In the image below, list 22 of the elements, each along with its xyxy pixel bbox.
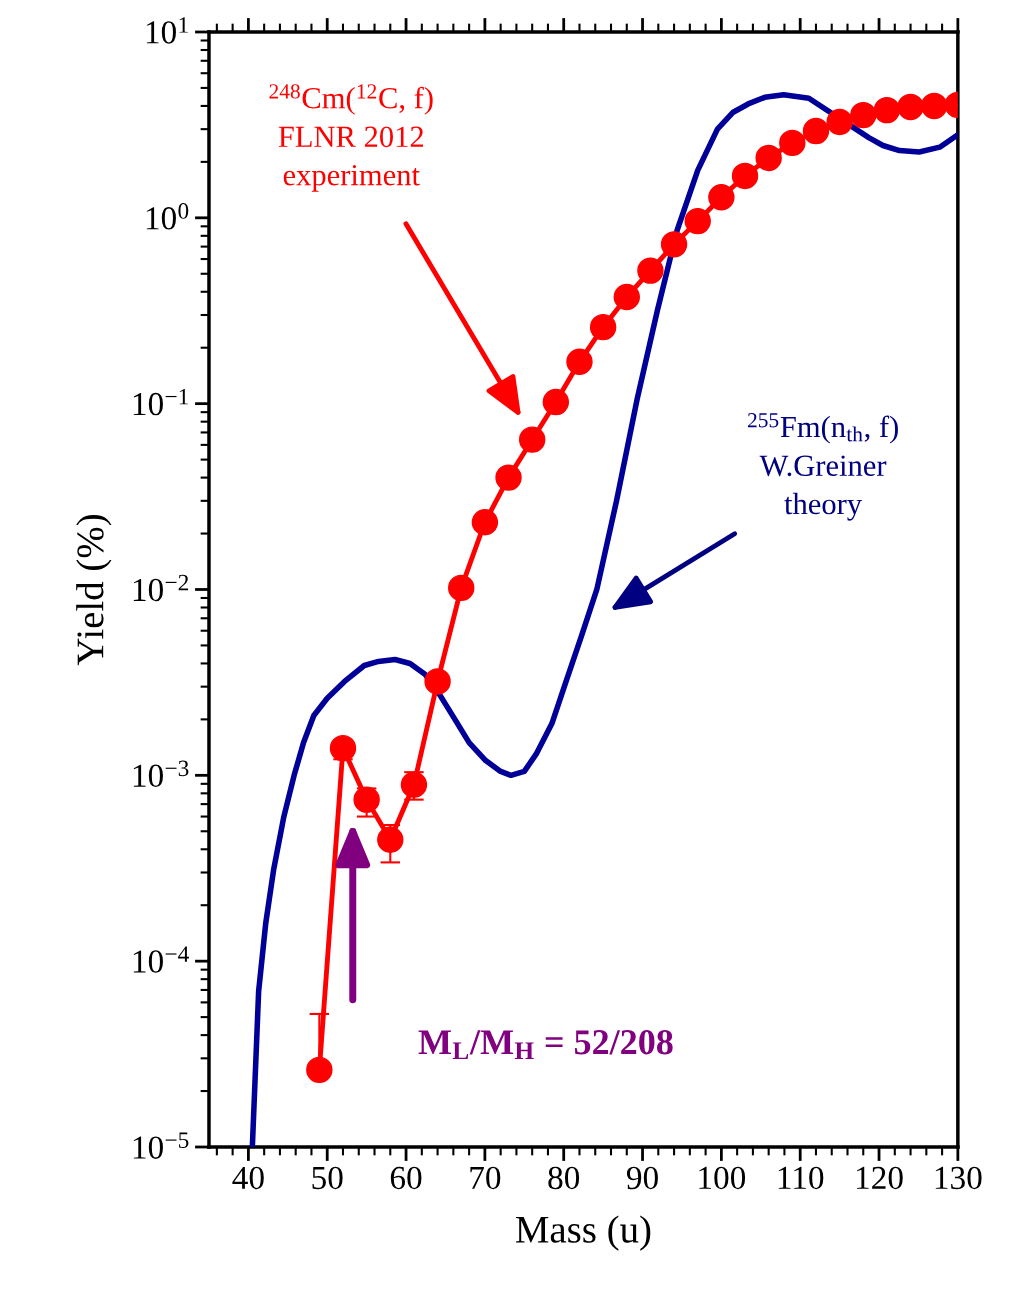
x-tick-label: 100 — [699, 1166, 746, 1190]
x-tick-label: 120 — [856, 1166, 903, 1190]
y-tick-label: 10$^{−1}$ — [133, 388, 188, 416]
x-tick-label: 80 — [548, 1166, 580, 1190]
annotation: M$_{L}$/M$_{H}$ = 52/208 — [418, 1030, 673, 1059]
x-tick-label: 90 — [626, 1166, 658, 1190]
y-axis-title: Yield (%) — [76, 515, 112, 666]
y-tick-label: 10$^{0}$ — [146, 203, 189, 230]
y-tick-label: 10$^{−2}$ — [133, 574, 189, 602]
x-tick-label: 130 — [935, 1166, 982, 1190]
x-tick-label: 50 — [312, 1166, 343, 1190]
annotation: $^{255}$Fm(n$_{th}$, f) W.Greiner theory — [748, 413, 898, 521]
y-tick-label: 10$^{−3}$ — [133, 760, 189, 788]
y-tick-label: 10$^{1}$ — [146, 17, 188, 44]
y-tick-label: 10$^{−5}$ — [133, 1132, 189, 1159]
x-tick-label: 110 — [778, 1166, 824, 1190]
x-tick-label: 60 — [390, 1166, 422, 1190]
annotation: $^{248}$Cm($^{12}$C, f) FLNR 2012 experiment — [269, 84, 433, 192]
x-tick-label: 40 — [232, 1166, 264, 1190]
y-tick-label: 10$^{−4}$ — [133, 946, 189, 973]
x-axis-title: Mass (u) — [515, 1215, 651, 1251]
x-tick-label: 70 — [470, 1166, 501, 1190]
